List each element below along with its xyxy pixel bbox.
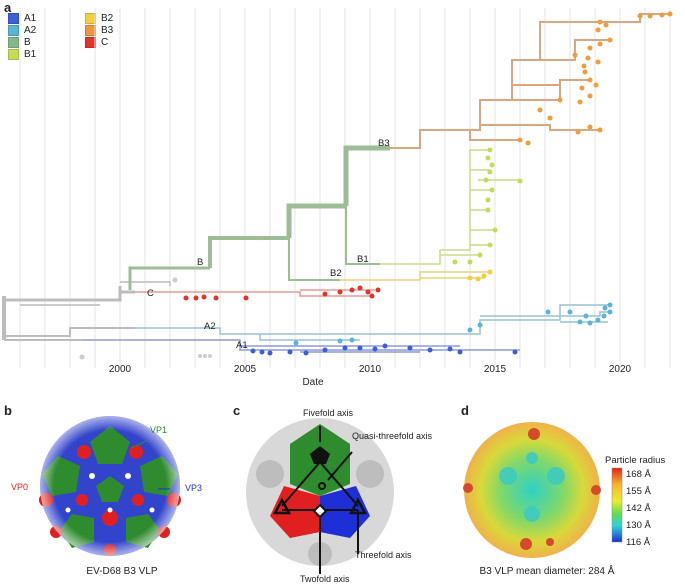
- panel-c-axes-image: [246, 418, 394, 574]
- panel-letter-b: b: [4, 403, 12, 418]
- legend-swatch: [8, 24, 19, 36]
- legend-label: A2: [24, 24, 37, 36]
- x-axis-title: Date: [302, 377, 324, 388]
- twofold-axis-label: Twofold axis: [300, 574, 350, 584]
- scale-tick-label: 155 Å: [626, 486, 651, 497]
- clade-c-tips: [183, 285, 381, 301]
- x-tick-label: 2000: [109, 364, 132, 375]
- legend-label: C: [101, 36, 109, 48]
- vp0-label: VP0: [11, 482, 29, 492]
- legend-item: A1: [8, 12, 36, 24]
- legend-item: B1: [8, 48, 36, 60]
- threefold-axis-label: Threefold axis: [355, 550, 412, 560]
- legend-swatch: [8, 12, 19, 24]
- scale-title: Particle radius: [605, 455, 666, 466]
- quasi-threefold-symbol: [318, 482, 326, 490]
- scale-tick-label: 130 Å: [626, 520, 651, 531]
- clade-label-a2: A2: [204, 321, 216, 332]
- fivefold-symbol: [310, 446, 330, 464]
- legend-item: A2: [8, 24, 36, 36]
- legend-label: B1: [24, 48, 37, 60]
- fivefold-axis-label: Fivefold axis: [303, 408, 354, 418]
- phylogenetic-tree: B3 B B1 B2 C A2 A1 2000 2005 2010 2015 2…: [2, 8, 673, 388]
- panel-letter-a: a: [4, 0, 12, 15]
- legend-label: B3: [101, 24, 114, 36]
- legend-swatch: [8, 36, 19, 48]
- x-tick-label: 2010: [359, 364, 382, 375]
- quasi-threefold-axis-label: Quasi-threefold axis: [352, 431, 433, 441]
- clade-b3-tips: [517, 11, 673, 146]
- scale-tick-label: 142 Å: [626, 503, 651, 514]
- clade-a2-tips: [293, 302, 613, 346]
- x-tick-label: 2020: [609, 364, 632, 375]
- vp1-label: VP1: [150, 425, 168, 435]
- panel-d-caption: B3 VLP mean diameter: 284 Å: [479, 566, 615, 577]
- clade-b2-tips: [467, 269, 493, 282]
- vp3-label: VP3: [185, 483, 203, 493]
- radius-map-peaks: [463, 428, 601, 550]
- clade-label-b2: B2: [330, 268, 342, 279]
- clade-b1-tips: [452, 147, 523, 265]
- tree-gridlines: [19, 8, 671, 368]
- clade-a1-branches: [82, 339, 520, 353]
- clade-label-c: C: [147, 288, 154, 299]
- threefold-symbol-left: [272, 497, 292, 515]
- panel-b-capsid-image: [39, 416, 181, 556]
- threefold-symbol-right: [348, 497, 368, 515]
- clade-c-branches: [135, 289, 375, 297]
- clade-label-a1: A1: [236, 340, 248, 351]
- legend-label: B2: [101, 12, 114, 24]
- legend-swatch: [8, 48, 19, 60]
- x-tick-label: 2015: [484, 364, 507, 375]
- tree-root-branches: [2, 277, 212, 360]
- twofold-symbol: [312, 503, 328, 519]
- legend-item: B: [8, 36, 36, 48]
- x-tick-label: 2005: [234, 364, 257, 375]
- panel-letter-c: c: [233, 403, 241, 418]
- panel-letter-d: d: [461, 403, 469, 418]
- legend-label: A1: [24, 12, 37, 24]
- clade-label-b3: B3: [378, 138, 390, 149]
- scale-tick-label: 116 Å: [626, 537, 651, 548]
- clade-b3-branches: [390, 13, 670, 149]
- clade-a1-tips: [250, 343, 518, 356]
- scale-tick-label: 168 Å: [626, 469, 651, 480]
- legend-label: B: [24, 36, 31, 48]
- radius-map-sphere: [464, 422, 600, 558]
- clade-b2-branches: [340, 271, 490, 281]
- color-scale-bar: [611, 467, 623, 543]
- clade-label-b1: B1: [357, 254, 369, 265]
- panel-d-radius-map: [463, 422, 623, 558]
- legend-col1: A1 A2 B B1: [8, 12, 36, 60]
- clade-b-branches: [128, 145, 390, 290]
- clade-label-b: B: [197, 257, 203, 268]
- panel-b-caption: EV-D68 B3 VLP: [86, 566, 158, 577]
- clade-b1-branches: [380, 149, 520, 265]
